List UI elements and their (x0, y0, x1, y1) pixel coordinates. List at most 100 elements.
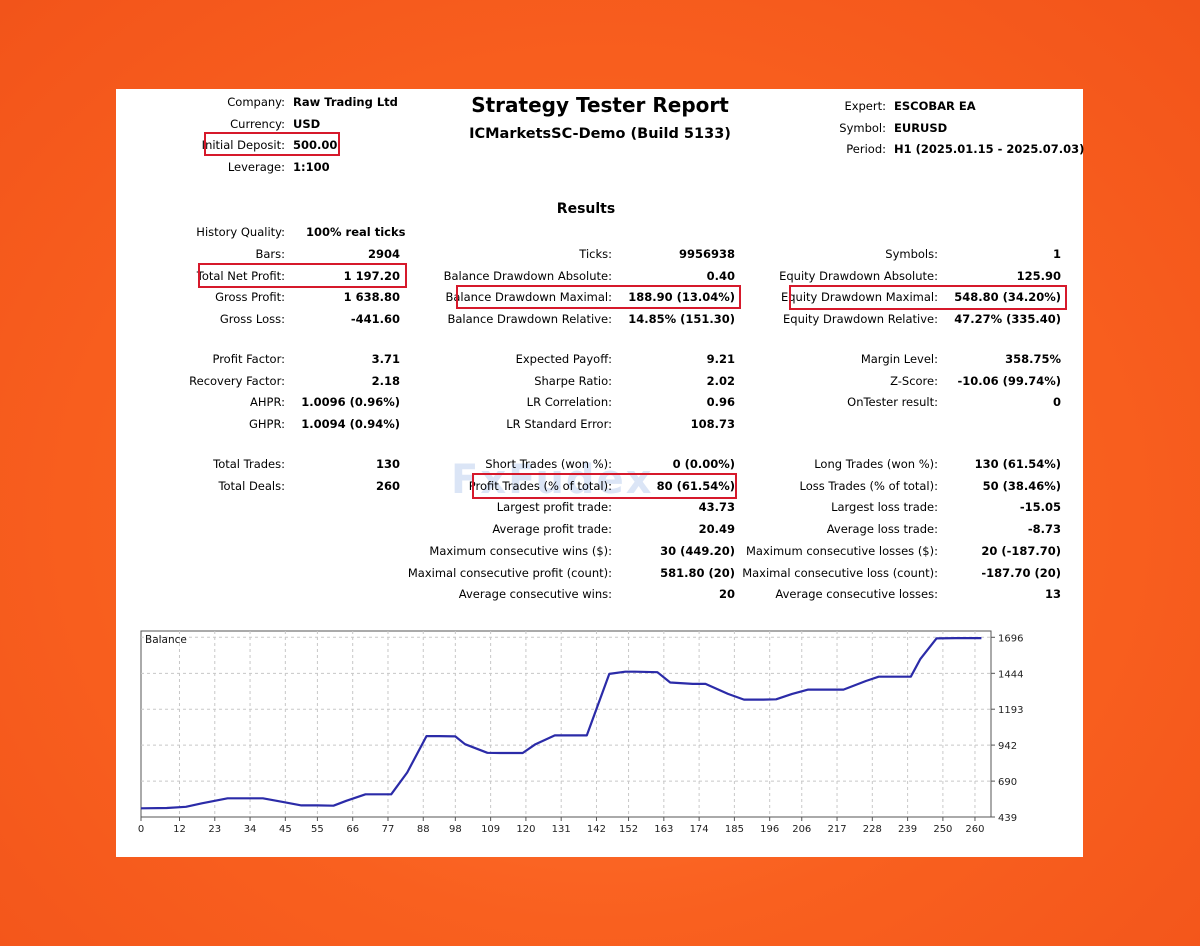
result-label: Equity Drawdown Absolute: (779, 269, 938, 283)
result-value: -10.06 (99.74%) (957, 374, 1061, 388)
result-value: 50 (38.46%) (982, 479, 1061, 493)
result-value: 100% real ticks (306, 225, 406, 239)
result-label: Average loss trade: (826, 522, 938, 536)
result-value: -8.73 (1027, 522, 1061, 536)
result-value: 13 (1044, 587, 1061, 601)
x-tick-label: 77 (382, 824, 395, 835)
result-label: Expected Payoff: (515, 352, 612, 366)
header-value: ESCOBAR EA (894, 99, 976, 113)
header-label: Expert: (844, 99, 886, 113)
result-label: Margin Level: (860, 352, 938, 366)
y-tick-label: 690 (998, 777, 1017, 788)
y-tick-label: 942 (998, 741, 1017, 752)
header-label: Company: (227, 95, 285, 109)
result-value: 1 (1052, 247, 1061, 261)
header-value: Raw Trading Ltd (293, 95, 398, 109)
result-label: Balance Drawdown Maximal: (445, 290, 612, 304)
header-label: Symbol: (839, 121, 886, 135)
result-label: Balance Drawdown Absolute: (443, 269, 612, 283)
result-label: GHPR: (248, 417, 285, 431)
x-tick-label: 98 (449, 824, 462, 835)
header-value: 500.00 (293, 138, 338, 152)
result-value: 20 (718, 587, 735, 601)
header-label: Leverage: (227, 160, 285, 174)
x-tick-label: 206 (792, 824, 811, 835)
header-label: Period: (846, 142, 886, 156)
x-tick-label: 228 (863, 824, 882, 835)
result-label: Largest profit trade: (496, 500, 612, 514)
highlight-balance-drawdown-maximal (456, 285, 741, 309)
result-value: 0.96 (706, 395, 735, 409)
result-value: 30 (449.20) (660, 544, 735, 558)
result-label: Sharpe Ratio: (534, 374, 612, 388)
results-title: Results (556, 201, 616, 217)
result-value: 130 (375, 457, 400, 471)
x-tick-label: 196 (760, 824, 779, 835)
result-value: 581.80 (20) (660, 566, 735, 580)
result-value: 43.73 (698, 500, 735, 514)
x-tick-label: 55 (311, 824, 324, 835)
result-value: 0 (0.00%) (672, 457, 735, 471)
x-tick-label: 174 (690, 824, 709, 835)
result-label: OnTester result: (847, 395, 938, 409)
result-value: 20 (-187.70) (981, 544, 1061, 558)
x-tick-label: 12 (173, 824, 186, 835)
x-tick-label: 131 (552, 824, 571, 835)
result-label: LR Correlation: (526, 395, 612, 409)
highlight-profit-trades (472, 473, 737, 499)
result-value: 0 (1052, 395, 1061, 409)
result-value: 2.02 (706, 374, 735, 388)
result-value: 125.90 (1016, 269, 1061, 283)
header-label: Currency: (230, 117, 285, 131)
result-label: LR Standard Error: (506, 417, 612, 431)
result-label: Z-Score: (890, 374, 938, 388)
result-label: Equity Drawdown Relative: (783, 312, 938, 326)
x-tick-label: 260 (965, 824, 984, 835)
result-label: Maximal consecutive profit (count): (407, 566, 612, 580)
result-value: -441.60 (350, 312, 400, 326)
result-label: Average profit trade: (492, 522, 612, 536)
result-value: 9.21 (706, 352, 735, 366)
x-tick-label: 185 (725, 824, 744, 835)
result-value: 47.27% (335.40) (954, 312, 1061, 326)
result-value: 1 638.80 (343, 290, 400, 304)
result-label: Equity Drawdown Maximal: (780, 290, 938, 304)
result-label: Profit Trades (% of total): (468, 479, 612, 493)
result-label: Maximum consecutive losses ($): (746, 544, 938, 558)
highlight-initial-deposit (204, 132, 340, 156)
result-value: 1 197.20 (343, 269, 400, 283)
x-tick-label: 163 (654, 824, 673, 835)
x-tick-label: 250 (933, 824, 952, 835)
report-subtitle: ICMarketsSC-Demo (Build 5133) (469, 126, 731, 142)
highlight-equity-drawdown-maximal (789, 285, 1067, 310)
result-label: Maximum consecutive wins ($): (429, 544, 612, 558)
balance-line (140, 637, 982, 810)
x-tick-label: 23 (208, 824, 221, 835)
x-tick-label: 45 (279, 824, 292, 835)
y-tick-label: 1193 (998, 705, 1023, 716)
watermark-logo: FxFudex (451, 457, 654, 503)
result-value: 9956938 (678, 247, 735, 261)
result-label: Average consecutive losses: (775, 587, 938, 601)
result-value: 14.85% (151.30) (628, 312, 735, 326)
result-value: 2.18 (371, 374, 400, 388)
result-value: 188.90 (13.04%) (628, 290, 735, 304)
result-label: Balance Drawdown Relative: (447, 312, 613, 326)
result-label: Bars: (255, 247, 285, 261)
result-label: Gross Loss: (219, 312, 285, 326)
x-tick-label: 66 (346, 824, 359, 835)
result-label: Ticks: (579, 247, 612, 261)
y-tick-label: 439 (998, 813, 1017, 824)
x-tick-label: 239 (898, 824, 917, 835)
header-label: Initial Deposit: (201, 138, 285, 152)
plot-area (140, 630, 992, 818)
result-label: Total Trades: (213, 457, 285, 471)
result-label: Maximal consecutive loss (count): (742, 566, 938, 580)
x-tick-label: 109 (481, 824, 500, 835)
header-value: 1:100 (293, 160, 330, 174)
strategy-tester-report: Company: Raw Trading Ltd Currency: USD Initi… (116, 89, 1084, 857)
result-value: 3.71 (371, 352, 400, 366)
result-value: 2904 (367, 247, 400, 261)
x-tick-label: 34 (244, 824, 257, 835)
result-label: Profit Factor: (212, 352, 285, 366)
